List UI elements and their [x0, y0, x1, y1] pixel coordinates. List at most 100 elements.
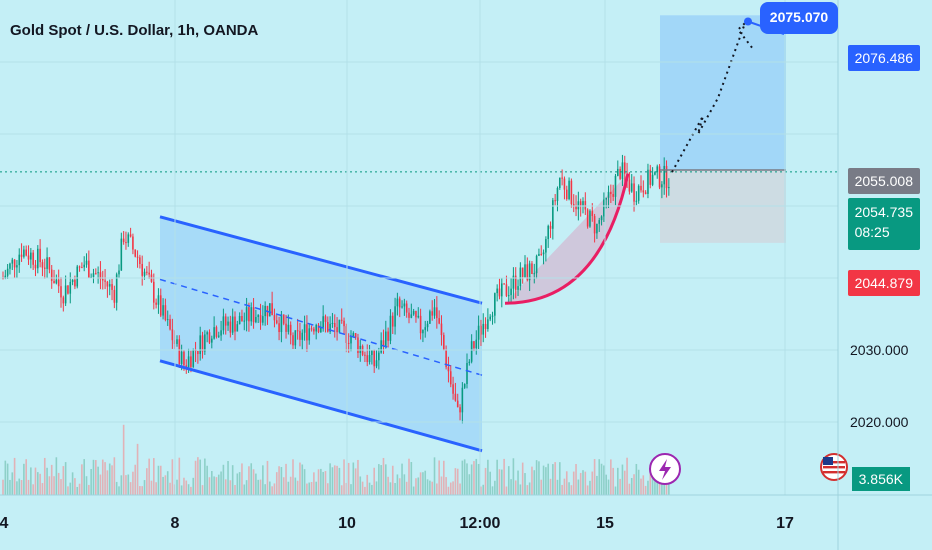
- volume-bar: [76, 486, 79, 495]
- volume-bar: [607, 479, 610, 495]
- volume-bar: [23, 463, 25, 495]
- candle-body: [429, 311, 431, 324]
- candle-body: [498, 288, 501, 297]
- candle-body: [238, 316, 241, 325]
- volume-bar: [78, 483, 81, 495]
- candle-body: [20, 254, 23, 257]
- candle-body: [255, 317, 257, 323]
- volume-bar: [180, 485, 183, 495]
- candle-body: [359, 345, 362, 353]
- candle-body: [452, 384, 454, 394]
- volume-bar: [656, 481, 659, 495]
- volume-bar: [313, 472, 315, 495]
- candle-body: [343, 320, 345, 327]
- volume-bar: [9, 479, 11, 495]
- volume-bar: [95, 460, 97, 495]
- candles: [2, 154, 670, 424]
- candle-body: [610, 191, 612, 195]
- volume-bar: [245, 480, 248, 495]
- candle-body: [122, 238, 125, 243]
- candle-body: [157, 295, 160, 305]
- candle-body: [552, 200, 554, 229]
- channel-mid-line[interactable]: [159, 278, 483, 376]
- candle-body: [524, 264, 526, 277]
- projection-callout[interactable]: 2075.070: [760, 2, 838, 34]
- candle-body: [148, 272, 150, 275]
- volume-bar: [120, 475, 123, 495]
- volume-bar: [208, 477, 211, 495]
- candle-body: [146, 271, 148, 273]
- candle-body: [220, 330, 222, 336]
- volume-bar: [459, 483, 461, 495]
- candle-body: [285, 323, 287, 332]
- volume-bar: [264, 484, 266, 495]
- curve-line[interactable]: [504, 173, 630, 305]
- volume-bar: [20, 480, 23, 495]
- candle-body: [296, 330, 299, 332]
- candle-body: [27, 255, 30, 260]
- candle-body: [90, 276, 92, 278]
- volume-bar: [419, 472, 422, 495]
- volume-bar: [549, 478, 552, 495]
- volume-bar: [547, 463, 549, 495]
- volume-bar: [586, 485, 589, 495]
- candle-body: [491, 315, 494, 317]
- candle-body: [535, 255, 538, 274]
- candle-body: [81, 267, 83, 269]
- target-zone[interactable]: [660, 15, 786, 170]
- candle-body: [60, 286, 62, 298]
- volume-bar: [561, 484, 563, 495]
- candle-body: [466, 363, 468, 385]
- volume-bar: [461, 460, 464, 495]
- volume-bar: [37, 472, 39, 495]
- candle-body: [556, 187, 559, 202]
- volume-bar: [252, 469, 255, 495]
- candle-body: [95, 273, 97, 275]
- candle-body: [382, 340, 385, 347]
- volume-bar: [83, 459, 85, 495]
- candle-body: [579, 201, 582, 206]
- volume-bar: [640, 478, 642, 495]
- us-flag-icon[interactable]: [820, 453, 848, 481]
- volume-bar: [248, 466, 250, 495]
- volume-bar: [278, 466, 280, 495]
- candle-body: [354, 333, 357, 338]
- volume-bar: [229, 480, 232, 495]
- candle-body: [53, 280, 55, 284]
- candle-body: [368, 355, 371, 363]
- channel-upper-line[interactable]: [159, 215, 483, 305]
- time-tick-label: 10: [338, 515, 356, 532]
- volume-bar: [387, 476, 389, 495]
- candle-body: [229, 321, 232, 333]
- candle-body: [327, 321, 329, 332]
- volume-bar: [217, 474, 220, 495]
- volume-bar: [322, 471, 324, 495]
- volume-bar: [401, 463, 403, 495]
- candle-body: [143, 271, 146, 276]
- volume-bar: [55, 457, 58, 495]
- volume-bar: [336, 465, 338, 495]
- candle-body: [475, 339, 478, 349]
- candle-body: [9, 263, 11, 269]
- candle-body: [120, 238, 123, 271]
- lightning-icon[interactable]: [649, 453, 681, 485]
- volume-bar: [593, 459, 596, 495]
- volume-bar: [143, 480, 146, 495]
- volume-bar: [505, 486, 508, 495]
- channel-lower-line[interactable]: [159, 359, 483, 453]
- candle-body: [57, 279, 60, 287]
- volume-bar: [178, 457, 181, 495]
- volume-bars: [2, 424, 670, 495]
- volume-bar: [32, 484, 34, 495]
- volume-bar: [129, 482, 132, 495]
- volume-bar: [426, 479, 429, 495]
- candle-body: [289, 324, 292, 336]
- candle-body: [192, 349, 195, 367]
- price-tick-label: 2030.000: [850, 342, 909, 358]
- candle-body: [510, 288, 512, 296]
- candle-body: [656, 166, 659, 173]
- candle-body: [340, 319, 343, 321]
- candle-body: [48, 257, 51, 270]
- candle-body: [507, 295, 510, 297]
